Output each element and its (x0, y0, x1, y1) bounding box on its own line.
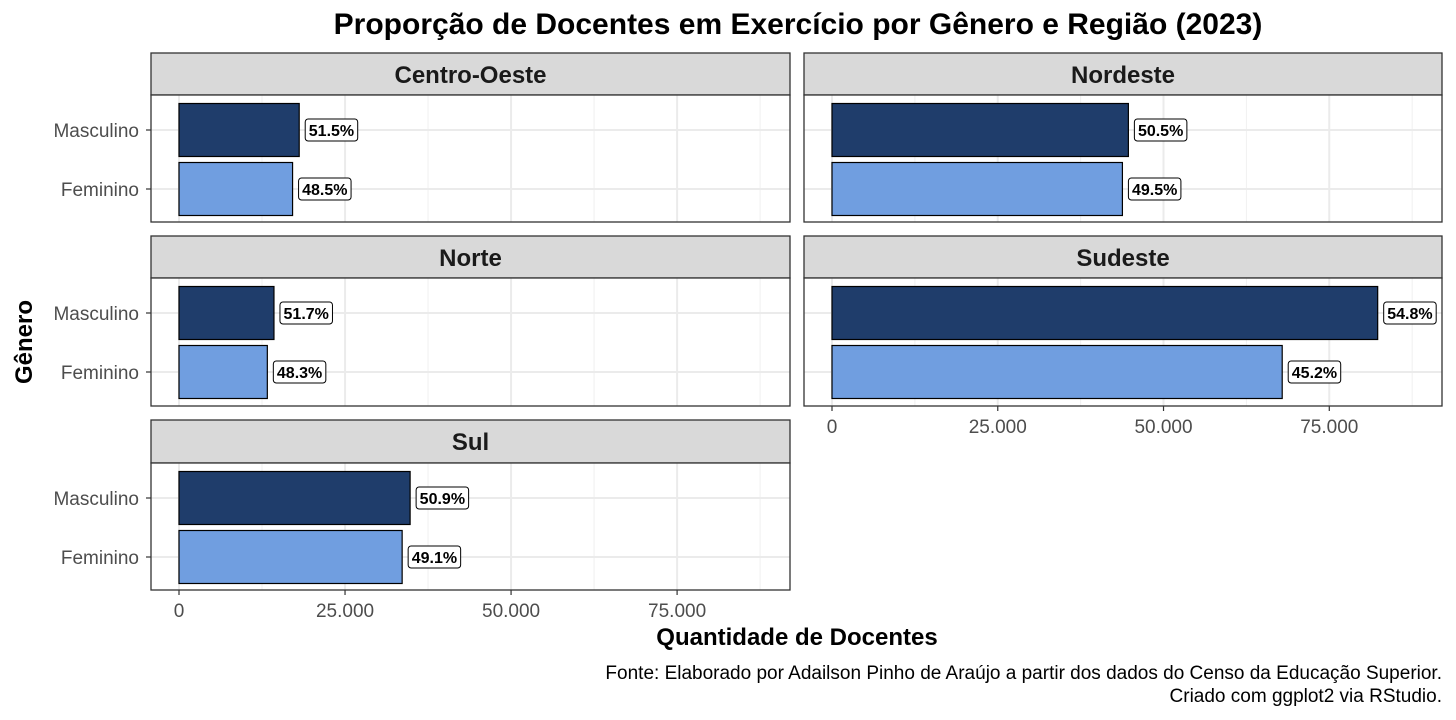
facet-sudeste: Sudeste 54.8% 45.2% 0 25.000 50.000 75.000 (803, 235, 1443, 438)
data-label-sudeste-feminino: 45.2% (1292, 365, 1337, 382)
facet-strip-label-centro-oeste: Centro-Oeste (394, 62, 546, 89)
y-tick-label-feminino: Feminino (61, 548, 139, 569)
facet-centro-oeste: Centro-Oeste 51.5% 48.5% Masculino Feminino (53, 52, 791, 223)
x-tick-label: 75.000 (1300, 417, 1358, 438)
data-label-sudeste-masculino: 54.8% (1387, 306, 1432, 323)
data-label-nordeste-masculino: 50.5% (1138, 123, 1183, 140)
data-label-box (298, 177, 352, 201)
facet-strip-label-norte: Norte (439, 245, 502, 272)
x-tick-label: 0 (174, 601, 185, 622)
panel-border-sudeste (803, 277, 1443, 407)
panel-border-norte (150, 277, 791, 407)
facet-strip-sudeste (803, 235, 1443, 279)
data-label-norte-feminino: 48.3% (277, 365, 322, 382)
data-label-norte-masculino: 51.7% (284, 306, 329, 323)
facet-strip-centro-oeste (150, 52, 791, 96)
bar-centro-oeste-feminino (178, 161, 294, 217)
facet-strip-label-sudeste: Sudeste (1076, 245, 1169, 272)
x-axis-title: Quantidade de Docentes (656, 624, 937, 651)
facet-strip-norte (150, 235, 791, 279)
facet-panels: Centro-Oeste51.5%48.5%MasculinoFemininoN… (53, 52, 1443, 622)
bar-nordeste-masculino (831, 102, 1129, 158)
data-label-box (272, 360, 327, 384)
y-tick-label-feminino: Feminino (61, 363, 139, 384)
data-label-box (1383, 301, 1437, 325)
x-tick-label: 0 (827, 417, 838, 438)
bar-sudeste-feminino (831, 344, 1283, 400)
caption-source: Fonte: Elaborado por Adailson Pinho de A… (605, 663, 1442, 684)
bar-sudeste-masculino (831, 285, 1379, 341)
data-label-box (304, 118, 359, 142)
y-tick-label-masculino: Masculino (53, 489, 139, 510)
caption-tool: Criado com ggplot2 via RStudio. (1170, 686, 1442, 707)
x-tick-label: 25.000 (316, 601, 374, 622)
bar-centro-oeste-masculino (178, 102, 300, 158)
y-tick-label-masculino: Masculino (53, 304, 139, 325)
facet-nordeste: Nordeste 50.5% 49.5% (803, 52, 1443, 223)
facet-sul: Sul 50.9% 49.1% Masculino Feminino 0 25.000 50.… (53, 419, 791, 622)
panel-border-nordeste (803, 94, 1443, 223)
bar-norte-masculino (178, 285, 275, 341)
data-label-nordeste-feminino: 49.5% (1132, 182, 1177, 199)
data-label-box (1133, 118, 1188, 142)
y-axis-title: Gênero (11, 300, 38, 384)
data-label-centro-oeste-feminino: 48.5% (302, 182, 347, 199)
data-label-sul-masculino: 50.9% (420, 491, 465, 508)
panel-border-centro-oeste (150, 94, 791, 223)
data-label-box (1127, 177, 1182, 201)
chart-title: Proporção de Docentes em Exercício por G… (334, 8, 1263, 41)
x-tick-label: 75.000 (648, 601, 706, 622)
bar-nordeste-feminino (831, 161, 1124, 217)
y-tick-label-masculino: Masculino (53, 121, 139, 142)
data-label-box (1287, 360, 1342, 384)
bar-norte-feminino (178, 344, 268, 400)
y-tick-label-feminino: Feminino (61, 180, 139, 201)
x-tick-label: 25.000 (969, 417, 1027, 438)
data-label-box (415, 486, 470, 510)
x-tick-label: 50.000 (1134, 417, 1192, 438)
x-tick-label: 50.000 (482, 601, 540, 622)
data-label-box (279, 301, 333, 325)
facet-strip-nordeste (803, 52, 1443, 96)
facet-strip-label-nordeste: Nordeste (1071, 62, 1175, 89)
data-label-sul-feminino: 49.1% (412, 550, 457, 567)
bar-sul-masculino (178, 470, 411, 526)
panel-border-sul (150, 462, 791, 591)
data-label-box (407, 545, 462, 569)
facet-norte: Norte 51.7% 48.3% Masculino Feminino (53, 235, 791, 407)
bar-sul-feminino (178, 529, 403, 585)
facet-strip-label-sul: Sul (452, 429, 489, 456)
data-label-centro-oeste-masculino: 51.5% (309, 123, 354, 140)
